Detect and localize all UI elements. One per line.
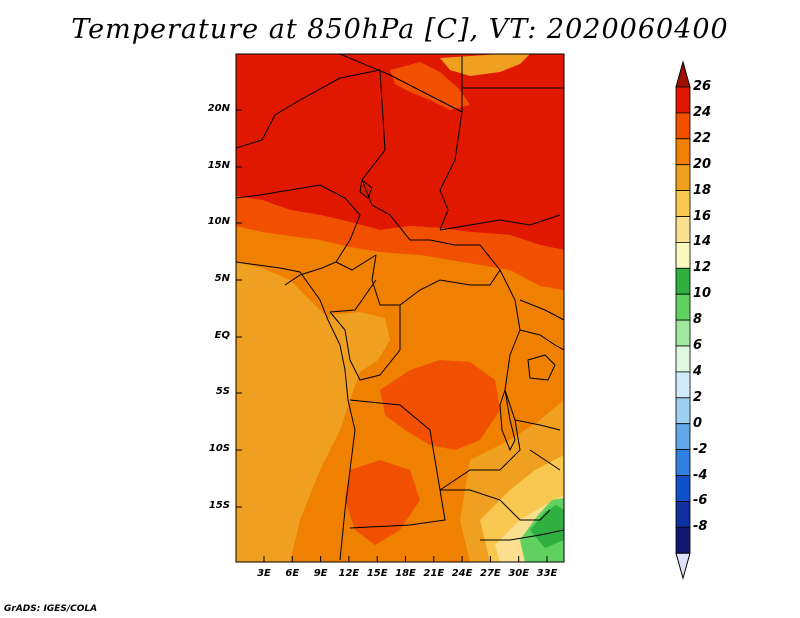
field-mid-band	[236, 196, 564, 290]
lon-label: 12E	[338, 568, 360, 579]
border-cameroon	[329, 254, 377, 313]
colorbar-label: 2	[693, 389, 703, 405]
border-libya-chad	[339, 54, 463, 113]
lake-chad	[359, 179, 373, 199]
lat-label: 10N	[207, 216, 230, 227]
colorbar-label: 10	[693, 286, 712, 302]
lon-label: 18E	[395, 568, 416, 579]
lat-label: 5N	[214, 273, 230, 284]
colorbar-swatch	[675, 190, 691, 217]
lon-label: 9E	[313, 568, 328, 579]
colorbar-label: 20	[693, 156, 712, 172]
lon-label: 30E	[508, 568, 530, 579]
colorbar-swatch	[675, 500, 691, 528]
colorbar-top-arrow	[675, 60, 691, 88]
field-west-coast	[236, 262, 360, 562]
lat-label: 5S	[215, 386, 230, 397]
field-interior-hot	[380, 360, 500, 450]
country-borders	[236, 54, 564, 561]
colorbar-swatch	[675, 112, 691, 140]
colorbar-label: 24	[693, 104, 712, 120]
lat-label: EQ	[214, 330, 230, 341]
colorbar-label: 12	[693, 260, 712, 276]
colorbar-swatch	[675, 267, 691, 295]
field-south-hot	[345, 460, 420, 545]
colorbar-swatch	[675, 164, 691, 191]
colorbar-swatch	[675, 397, 691, 425]
colorbar	[675, 60, 691, 581]
lon-label: 33E	[536, 568, 558, 579]
border-niger-chad	[236, 69, 386, 206]
colorbar-swatch	[675, 371, 691, 399]
colorbar-swatch	[675, 138, 691, 166]
border-chad-sudan	[439, 111, 463, 231]
border-congo	[329, 305, 401, 381]
border-nigeria	[236, 184, 361, 286]
lon-label: 21E	[423, 568, 445, 579]
colorbar-swatch	[675, 319, 691, 347]
lat-label: 15S	[208, 500, 230, 511]
colorbar-label: 22	[693, 130, 712, 146]
field-southeast-darkgreen	[530, 505, 564, 548]
colorbar-label: 26	[693, 79, 712, 94]
colorbar-label: 8	[693, 312, 703, 328]
lake-victoria	[527, 354, 556, 381]
colorbar-swatch	[675, 423, 691, 451]
field-north-light	[390, 62, 470, 110]
lon-label: 15E	[366, 568, 388, 579]
colorbar-label: 0	[693, 415, 703, 431]
field-north-hot	[236, 54, 564, 250]
colorbar-label: -2	[693, 441, 708, 457]
coastline-west	[236, 261, 356, 561]
colorbar-swatch	[675, 345, 691, 373]
colorbar-label: 18	[693, 182, 712, 198]
lon-label: 27E	[480, 568, 501, 579]
lat-label: 15N	[207, 160, 230, 171]
lat-label: 10S	[208, 443, 230, 454]
lake-tanganyika	[499, 389, 516, 452]
border-sudan-ssudan	[439, 214, 561, 231]
colorbar-label: 4	[693, 363, 703, 379]
border-uganda-kenya	[519, 299, 564, 351]
axis-ticks	[236, 109, 548, 562]
lon-label: 3E	[257, 568, 271, 579]
colorbar-label: 16	[693, 208, 712, 224]
border-drc-east	[439, 269, 521, 491]
colorbar-label: -8	[693, 519, 708, 535]
colorbar-swatch	[675, 86, 691, 114]
colorbar-swatch	[675, 449, 691, 476]
border-car	[371, 204, 501, 306]
map-frame	[235, 53, 565, 563]
field-gabon-light	[330, 312, 390, 372]
colorbar-swatch	[675, 293, 691, 321]
colorbar-label: -4	[693, 467, 708, 483]
map-title: Temperature at 850hPa [C], VT: 202006040…	[71, 14, 729, 45]
colorbar-swatch	[675, 526, 691, 554]
colorbar-bottom-arrow	[675, 552, 691, 581]
colorbar-swatch	[675, 216, 691, 243]
colorbar-swatch	[675, 475, 691, 502]
colorbar-label: 6	[693, 338, 703, 353]
border-zimbabwe	[480, 529, 564, 541]
lon-label: 24E	[451, 568, 473, 579]
colorbar-label: 14	[693, 234, 712, 250]
colorbar-label: -6	[693, 493, 708, 509]
lon-label: 6E	[285, 568, 300, 579]
lat-label: 20N	[207, 103, 230, 114]
colorbar-swatch	[675, 241, 691, 269]
border-zambia	[440, 489, 551, 521]
footer-credit: GrADS: IGES/COLA	[4, 604, 98, 614]
border-tanzania	[514, 419, 561, 471]
